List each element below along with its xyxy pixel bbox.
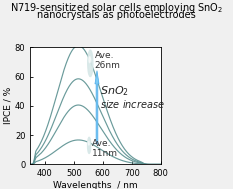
- Polygon shape: [95, 71, 99, 144]
- Circle shape: [88, 137, 91, 153]
- Text: N719-sensitized solar cells employing SnO$_2$: N719-sensitized solar cells employing Sn…: [10, 1, 223, 15]
- Text: nanocrystals as photoelectrodes: nanocrystals as photoelectrodes: [37, 10, 196, 20]
- Ellipse shape: [88, 141, 89, 145]
- Text: $\bf{\it{SnO_2}}$: $\bf{\it{SnO_2}}$: [100, 84, 130, 98]
- Ellipse shape: [89, 57, 90, 63]
- Y-axis label: IPCE / %: IPCE / %: [3, 87, 12, 125]
- X-axis label: Wavelengths  / nm: Wavelengths / nm: [53, 181, 138, 189]
- Text: $\it{size\ increase}$: $\it{size\ increase}$: [100, 98, 165, 110]
- Text: Ave.
11nm: Ave. 11nm: [92, 139, 118, 158]
- Text: Ave.
26nm: Ave. 26nm: [95, 51, 120, 70]
- Circle shape: [88, 50, 93, 77]
